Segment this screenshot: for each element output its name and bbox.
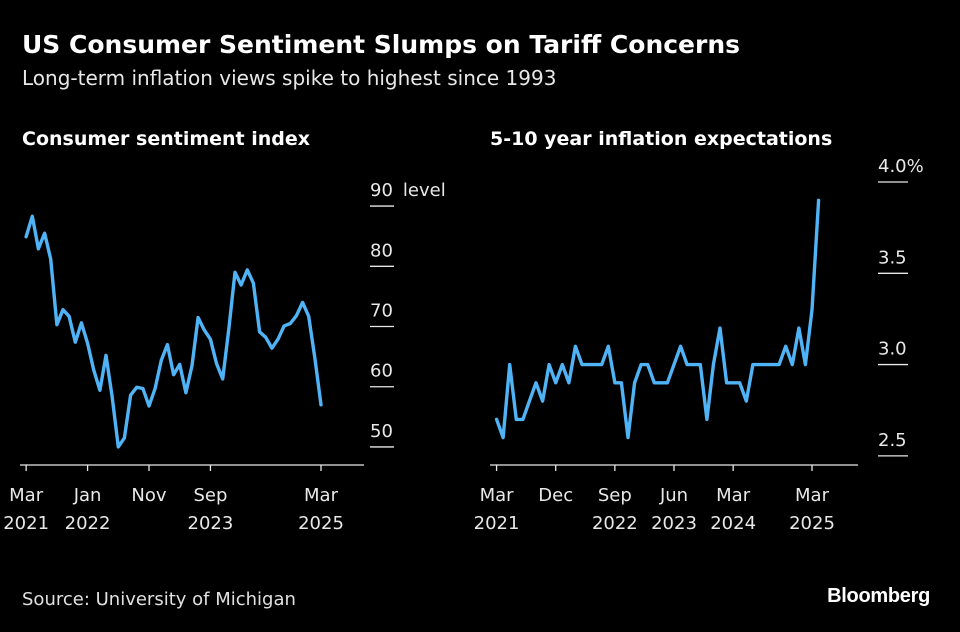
y-tick-label: 70: [370, 301, 393, 322]
panel-title: Consumer sentiment index: [22, 128, 310, 150]
y-tick-label: 50: [370, 421, 393, 442]
x-tick-year: 2021: [3, 513, 49, 534]
x-tick-label: Nov: [131, 485, 166, 506]
y-tick-label: 3.0: [878, 339, 907, 360]
sentiment-panel: Consumer sentiment index 50 60 70 80 90 level M…: [3, 128, 445, 534]
x-tick-label: Mar: [795, 485, 830, 506]
x-tick-year: 2023: [651, 513, 697, 534]
source-note: Source: University of Michigan: [22, 589, 296, 610]
x-tick-label: Sep: [598, 485, 632, 506]
y-tick-label: 90: [370, 180, 393, 201]
x-tick-label: Mar: [304, 485, 339, 506]
y-tick-label: 4.0%: [878, 156, 924, 177]
y-tick-label: 2.5: [878, 430, 907, 451]
y-tick-label: 80: [370, 240, 393, 261]
chart-title: US Consumer Sentiment Slumps on Tariff C…: [22, 30, 741, 59]
x-tick-year: 2025: [789, 513, 835, 534]
x-tick-label: Mar: [480, 485, 515, 506]
x-tick-year: 2021: [474, 513, 520, 534]
y-axis-unit-label: level: [403, 180, 446, 201]
x-tick-year: 2022: [592, 513, 638, 534]
x-tick-year: 2023: [188, 513, 234, 534]
series-line: [494, 198, 821, 440]
x-tick-year: 2024: [710, 513, 756, 534]
series-line: [24, 214, 323, 449]
x-tick-year: 2025: [298, 513, 344, 534]
x-tick-label: Jan: [73, 485, 102, 506]
x-tick-year: 2022: [65, 513, 111, 534]
x-tick-label: Sep: [193, 485, 227, 506]
bloomberg-logo: Bloomberg: [827, 585, 930, 607]
y-tick-label: 60: [370, 361, 393, 382]
panel-title: 5-10 year inflation expectations: [490, 128, 832, 150]
inflation-expectations-panel: 5-10 year inflation expectations 2.5 3.0 3.…: [474, 128, 924, 534]
x-tick-label: Mar: [716, 485, 751, 506]
x-tick-label: Jun: [659, 485, 688, 506]
y-tick-label: 3.5: [878, 247, 907, 268]
x-tick-label: Mar: [9, 485, 44, 506]
chart-subtitle: Long-term inflation views spike to highe…: [22, 66, 557, 90]
x-tick-label: Dec: [538, 485, 573, 506]
